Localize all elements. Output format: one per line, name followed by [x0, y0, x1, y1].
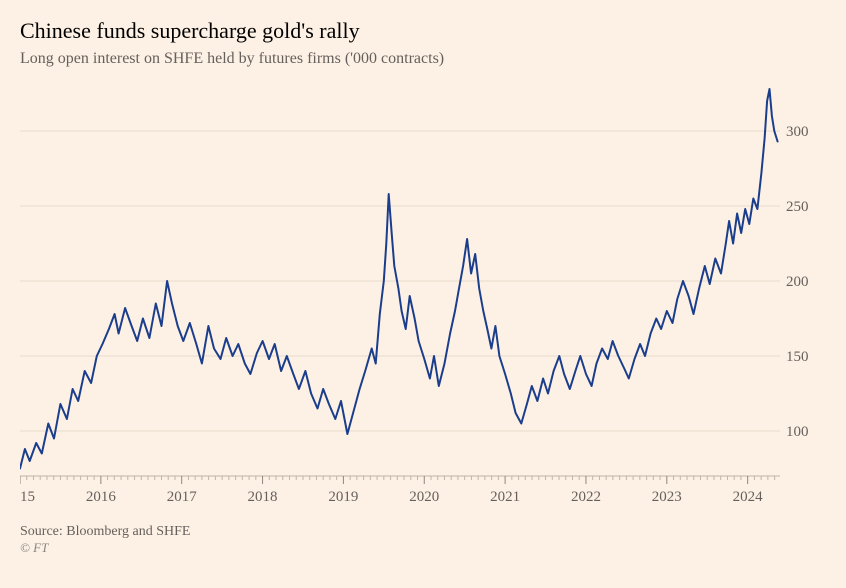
chart-plot-area: 100 150 200 250 300 2015 2016 2017 2018 2019 2020 2…: [20, 76, 826, 516]
chart-container: Chinese funds supercharge gold's rally L…: [0, 0, 846, 588]
x-axis-label: 2023: [652, 489, 682, 505]
y-axis-label: 300: [786, 124, 809, 140]
x-axis-label: 2021: [490, 489, 520, 505]
chart-title: Chinese funds supercharge gold's rally: [20, 18, 826, 44]
y-axis-label: 100: [786, 424, 809, 440]
data-line: [20, 89, 778, 469]
chart-subtitle: Long open interest on SHFE held by futur…: [20, 50, 826, 68]
x-axis-label: 2018: [248, 489, 278, 505]
x-axis-label: 2024: [733, 489, 764, 505]
x-axis-label: 2022: [571, 489, 601, 505]
y-axis-label: 250: [786, 199, 809, 215]
source-line: Source: Bloomberg and SHFE: [20, 524, 826, 540]
y-axis-label: 150: [786, 349, 809, 365]
copyright: © FT: [20, 540, 826, 556]
x-axis-label: 2019: [328, 489, 358, 505]
x-axis-label: 2017: [167, 489, 198, 505]
x-axis-label: 2020: [409, 489, 439, 505]
x-axis-label: 2015: [20, 489, 35, 505]
y-axis-label: 200: [786, 274, 809, 290]
x-axis-label: 2016: [86, 489, 117, 505]
chart-svg: 100 150 200 250 300 2015 2016 2017 2018 2019 2020 2…: [20, 76, 826, 516]
